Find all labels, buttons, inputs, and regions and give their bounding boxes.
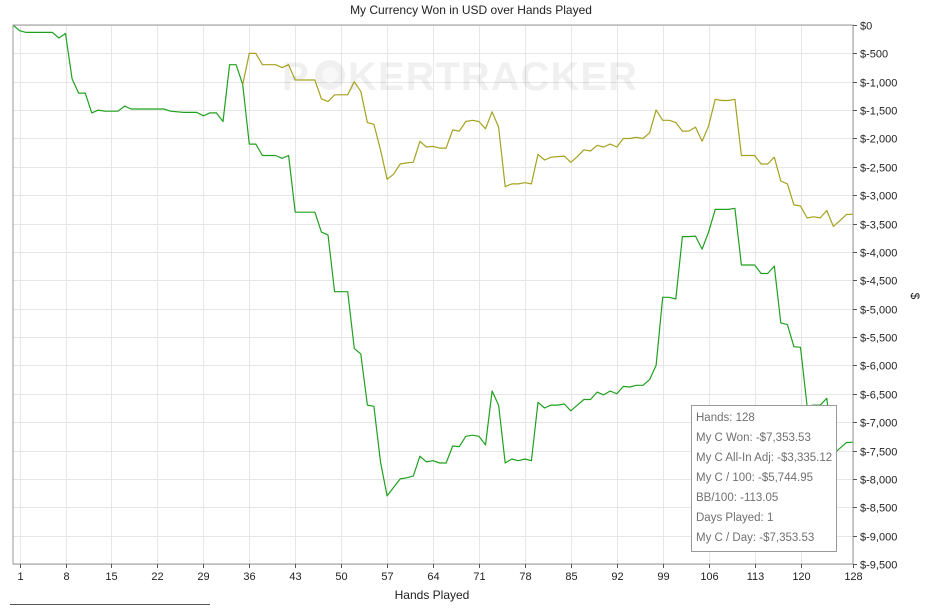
y-tick-label-11: $-5,500	[860, 333, 897, 345]
x-tick-label-6: 43	[289, 571, 301, 583]
watermark-text-right: KERTRACKER	[348, 55, 638, 99]
y-tick-label-14: $-7,000	[860, 418, 897, 430]
x-tick-label-10: 71	[473, 571, 485, 583]
x-tick-label-12: 85	[565, 571, 577, 583]
x-tick-label-13: 92	[611, 571, 623, 583]
y-tick-label-0: $0	[860, 21, 872, 33]
stat-per-day: My C / Day: -$7,353.53	[696, 532, 815, 544]
stat-won: My C Won: -$7,353.53	[696, 432, 811, 444]
y-axis-ticks: $0 $-500 $-1,000 $-1,500 $-2,000 $-2,500 $-3,0…	[853, 21, 897, 572]
x-tick-label-11: 78	[519, 571, 531, 583]
x-tick-label-5: 36	[243, 571, 255, 583]
x-tick-label-14: 99	[657, 571, 669, 583]
x-tick-label-2: 15	[105, 571, 117, 583]
x-tick-label-1: 8	[63, 571, 69, 583]
stat-bb-100: BB/100: -113.05	[696, 492, 779, 504]
series-group	[12, 24, 854, 497]
x-axis-title: Hands Played	[395, 588, 470, 602]
x-tick-label-15: 106	[700, 571, 718, 583]
chart-title: My Currency Won in USD over Hands Played	[350, 3, 592, 17]
y-tick-label-5: $-2,500	[860, 163, 897, 175]
bottom-divider	[10, 604, 210, 608]
y-tick-label-16: $-8,000	[860, 475, 897, 487]
series-line-1	[242, 52, 854, 227]
y-tick-label-7: $-3,500	[860, 220, 897, 232]
y-tick-label-6: $-3,000	[860, 191, 897, 203]
x-tick-label-0: 1	[17, 571, 23, 583]
y-tick-label-17: $-8,500	[860, 503, 897, 515]
y-tick-label-9: $-4,500	[860, 276, 897, 288]
x-axis-ticks: 1 8 15 22 29 36 43 50 57 64 71 78 85 92 99 106 113 120 128	[17, 564, 863, 583]
x-tick-label-8: 57	[381, 571, 393, 583]
x-tick-label-17: 120	[792, 571, 810, 583]
y-tick-label-15: $-7,500	[860, 447, 897, 459]
x-tick-label-9: 64	[427, 571, 439, 583]
y-tick-label-2: $-1,000	[860, 78, 897, 90]
y-tick-label-18: $-9,000	[860, 532, 897, 544]
x-tick-label-7: 50	[335, 571, 347, 583]
y-tick-label-12: $-6,000	[860, 361, 897, 373]
x-tick-label-3: 22	[151, 571, 163, 583]
y-tick-label-13: $-6,500	[860, 390, 897, 402]
stat-per-100: My C / 100: -$5,744.95	[696, 472, 813, 484]
stat-days-played: Days Played: 1	[696, 512, 774, 524]
x-tick-label-18: 128	[844, 571, 862, 583]
watermark-text-left: P	[282, 55, 310, 99]
y-tick-label-4: $-2,000	[860, 134, 897, 146]
y-tick-label-1: $-500	[860, 49, 888, 61]
poker-chip-icon	[315, 60, 345, 90]
stat-hands: Hands: 128	[696, 412, 755, 424]
y-tick-label-19: $-9,500	[860, 560, 897, 572]
stats-tooltip-box: Hands: 128 My C Won: -$7,353.53 My C All…	[691, 405, 837, 552]
y-tick-label-3: $-1,500	[860, 106, 897, 118]
pokertracker-watermark: P KERTRACKER	[282, 55, 638, 99]
x-tick-label-16: 113	[747, 571, 765, 583]
x-tick-label-4: 29	[197, 571, 209, 583]
y-tick-label-8: $-4,000	[860, 248, 897, 260]
series-line-0	[12, 24, 854, 497]
y-tick-label-10: $-5,000	[860, 305, 897, 317]
y-axis-title: $	[908, 293, 922, 300]
stat-allin-adj: My C All-In Adj: -$3,335.12	[696, 452, 833, 464]
